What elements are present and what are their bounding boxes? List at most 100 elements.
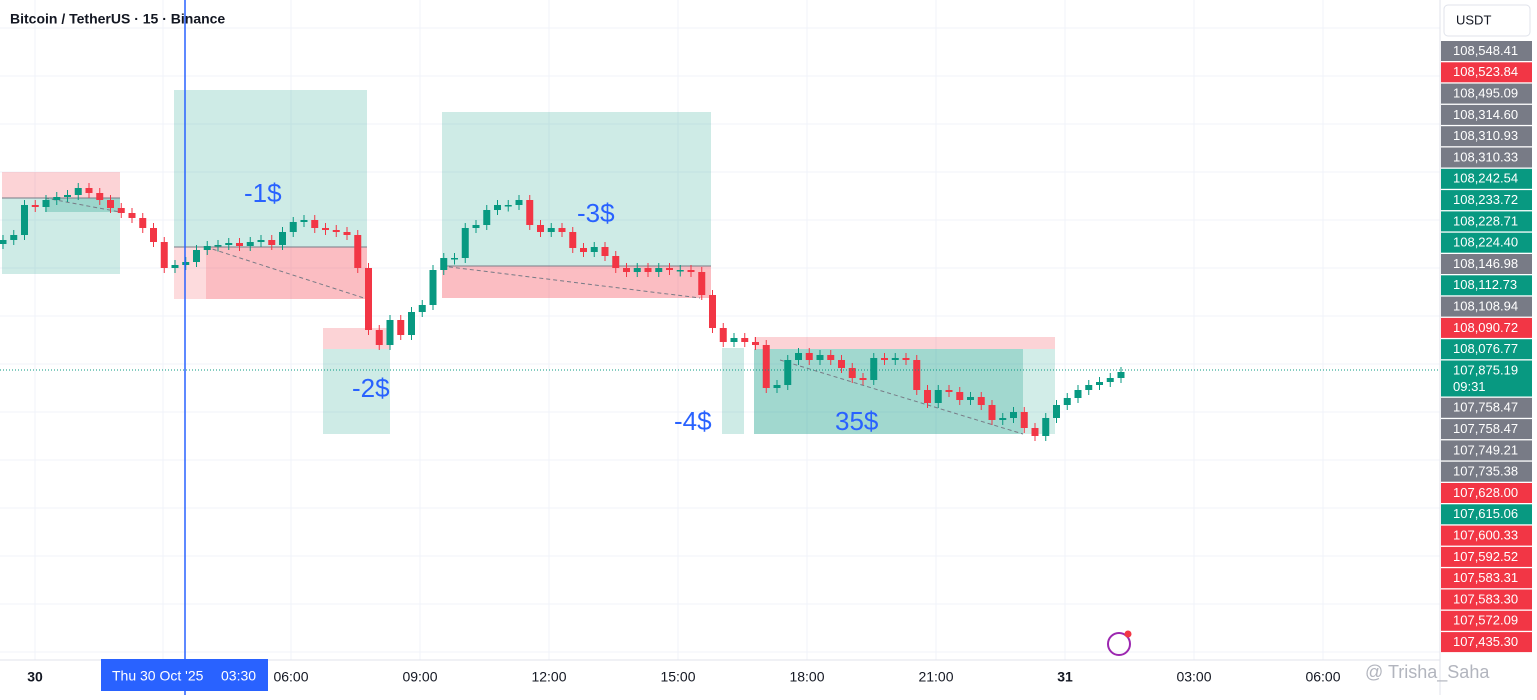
candle-body [289, 222, 297, 232]
candle-body [1053, 405, 1060, 418]
candle-body [107, 200, 114, 208]
time-label: 18:00 [789, 669, 824, 685]
price-label-bg [1441, 254, 1532, 274]
price-label-bg [1441, 83, 1532, 104]
candle-body [730, 338, 738, 342]
price-label-bg [1441, 589, 1532, 610]
price-label: 107,875.19 [1453, 362, 1518, 377]
candle-body [300, 220, 308, 222]
candle-body [451, 258, 458, 260]
currency-button[interactable] [1443, 4, 1531, 37]
candle-body [515, 200, 523, 205]
candle-body [698, 272, 706, 295]
time-label: 30 [27, 669, 43, 685]
candle-body [85, 188, 93, 193]
candle-body [655, 268, 663, 272]
symbol-title[interactable]: Bitcoin / TetherUS · 15 · Binance [10, 11, 225, 27]
price-label-bg [1441, 461, 1532, 482]
candle-body [558, 228, 566, 232]
price-label-bg [1441, 397, 1532, 418]
price-label-bg [1441, 339, 1532, 360]
candle-body [848, 368, 856, 378]
candle-body [956, 392, 964, 400]
candle-body [891, 358, 899, 360]
candle-body [418, 305, 426, 312]
candles [0, 183, 1125, 441]
annotations: -1$ -2$ -3$ -4$ 35$ [244, 178, 879, 436]
time-label: 06:00 [273, 669, 308, 685]
price-label: 107,758.47 [1453, 400, 1518, 415]
candle-body [547, 228, 555, 232]
candle-body [644, 268, 652, 272]
price-label: 107,758.47 [1453, 421, 1518, 436]
candle-body [773, 385, 781, 388]
annotation: -3$ [577, 198, 615, 228]
price-label: 107,615.06 [1453, 506, 1518, 521]
candle-body [322, 228, 329, 230]
candle-body [580, 248, 587, 252]
candle-body [827, 355, 835, 360]
candle-body [1074, 390, 1082, 398]
candle-body [1042, 418, 1050, 436]
candle-body [483, 210, 491, 225]
alert-icon[interactable] [1107, 632, 1131, 656]
price-label-bg [1441, 546, 1532, 567]
price-label: 107,583.30 [1453, 591, 1518, 606]
currency[interactable]: USDT [1456, 12, 1491, 27]
candle-body [687, 270, 695, 272]
time-label: 12:00 [531, 669, 566, 685]
candle-body [386, 320, 394, 345]
price-label: 108,548.41 [1453, 43, 1518, 58]
price-label: 108,314.60 [1453, 107, 1518, 122]
crosshair-time: 03:30 [221, 668, 256, 684]
candle-body [666, 268, 673, 270]
time-label: 21:00 [918, 669, 953, 685]
time-label: 06:00 [1305, 669, 1340, 685]
countdown: 09:31 [1453, 379, 1486, 394]
candle-body [795, 353, 802, 360]
candle-body [375, 330, 383, 345]
price-label: 108,076.77 [1453, 341, 1518, 356]
candle-body [139, 218, 147, 228]
price-label-bg [1441, 104, 1532, 125]
price-label-bg [1441, 483, 1532, 503]
annotation: 35$ [835, 406, 879, 436]
price-label-bg [1441, 504, 1532, 525]
price-label-bg [1441, 568, 1532, 589]
price-label: 108,146.98 [1453, 256, 1518, 271]
crosshair-label-bg [101, 659, 268, 691]
time-axis: 30 06:00 09:00 12:00 15:00 18:00 21:00 31 03:00 0… [27, 669, 1341, 685]
price-label-bg [1441, 147, 1532, 168]
price-label: 108,310.33 [1453, 149, 1518, 164]
candle-body [354, 235, 362, 268]
candle-body [171, 265, 179, 268]
candle-body [96, 193, 104, 200]
candle-body [623, 268, 630, 272]
candle-body [1020, 412, 1028, 428]
candle-body [709, 295, 716, 328]
candle-body [397, 320, 405, 335]
price-label-bg [1441, 360, 1532, 397]
price-label-bg [1441, 275, 1532, 296]
candle-body [590, 247, 598, 252]
price-label-bg [1441, 168, 1532, 189]
candle-body [945, 390, 953, 392]
price-label: 107,583.31 [1453, 570, 1518, 585]
positions [2, 90, 1055, 435]
candle-body [365, 268, 372, 330]
candle-body [42, 200, 50, 207]
price-label-bg [1441, 190, 1532, 211]
time-label: 15:00 [660, 669, 695, 685]
price-label-bg [1441, 632, 1532, 653]
price-label-bg [1441, 610, 1532, 631]
candle-body [257, 240, 265, 242]
price-label: 108,112.73 [1453, 277, 1517, 292]
candle-body [408, 312, 415, 335]
candle-body [838, 360, 845, 368]
candle-body [332, 230, 340, 232]
candle-body [741, 338, 749, 342]
candle-body [526, 200, 534, 225]
price-label: 107,749.21 [1453, 442, 1518, 457]
price-label: 108,310.93 [1453, 128, 1518, 143]
price-label: 108,495.09 [1453, 86, 1518, 101]
